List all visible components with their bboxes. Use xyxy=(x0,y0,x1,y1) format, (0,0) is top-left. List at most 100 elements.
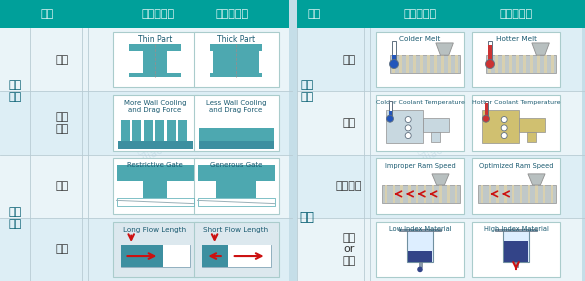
Bar xyxy=(216,181,256,198)
Bar xyxy=(424,185,426,203)
Bar xyxy=(382,185,460,203)
Bar xyxy=(413,55,416,73)
Bar xyxy=(519,185,522,203)
Text: 模温: 模温 xyxy=(342,118,356,128)
Bar xyxy=(155,119,164,141)
Text: 注塑压力高: 注塑压力高 xyxy=(142,9,174,19)
Bar xyxy=(112,221,198,277)
Bar xyxy=(297,155,582,218)
Bar xyxy=(535,185,538,203)
Bar xyxy=(121,119,129,141)
Bar xyxy=(178,119,187,141)
Polygon shape xyxy=(436,43,453,55)
Bar xyxy=(495,55,498,73)
Polygon shape xyxy=(528,174,545,185)
Bar xyxy=(434,55,436,73)
Circle shape xyxy=(501,117,507,123)
Circle shape xyxy=(417,267,423,272)
Bar xyxy=(201,245,270,267)
Bar xyxy=(527,132,536,142)
Text: and Drag Force: and Drag Force xyxy=(209,107,263,113)
Bar xyxy=(544,55,547,73)
Bar xyxy=(116,198,194,206)
Circle shape xyxy=(486,60,494,69)
Text: 因素: 因素 xyxy=(40,9,54,19)
Bar xyxy=(143,119,153,141)
Bar xyxy=(121,245,190,267)
Bar xyxy=(488,55,491,73)
Bar xyxy=(431,132,440,142)
Text: 表面
结构: 表面 结构 xyxy=(56,112,68,134)
Bar xyxy=(484,101,487,116)
Bar xyxy=(297,218,582,281)
Bar xyxy=(510,55,512,73)
Bar xyxy=(407,230,433,262)
Text: Long Flow Length: Long Flow Length xyxy=(123,226,187,233)
Bar xyxy=(481,185,483,203)
Bar xyxy=(482,110,519,143)
Text: 尺寸: 尺寸 xyxy=(56,181,68,191)
Bar xyxy=(0,218,292,281)
Bar xyxy=(194,32,278,87)
Bar xyxy=(416,185,418,203)
Text: 产品
设计: 产品 设计 xyxy=(8,80,22,102)
Polygon shape xyxy=(532,43,549,55)
Text: Optimized Ram Speed: Optimized Ram Speed xyxy=(479,163,553,169)
Text: 浆口
设计: 浆口 设计 xyxy=(8,207,22,228)
Text: Less Wall Cooling: Less Wall Cooling xyxy=(206,100,266,106)
Bar xyxy=(198,198,274,206)
Text: 螺杆转速: 螺杆转速 xyxy=(336,181,362,191)
Bar xyxy=(198,128,274,141)
Bar xyxy=(503,230,529,262)
Text: 料温: 料温 xyxy=(342,55,356,65)
Bar xyxy=(503,55,505,73)
Bar xyxy=(537,55,540,73)
Bar xyxy=(0,28,292,91)
Polygon shape xyxy=(209,73,262,78)
Polygon shape xyxy=(129,73,181,78)
Bar xyxy=(543,185,545,203)
Text: 新材料城
xincailiao.com: 新材料城 xincailiao.com xyxy=(112,123,188,177)
Bar xyxy=(455,185,457,203)
Bar xyxy=(392,55,396,60)
Bar xyxy=(388,101,391,116)
Bar xyxy=(517,55,519,73)
Bar xyxy=(386,110,423,143)
Bar xyxy=(472,221,560,277)
Bar xyxy=(112,95,198,151)
Text: Hotter Melt: Hotter Melt xyxy=(495,36,536,42)
Bar xyxy=(297,0,585,28)
Text: 注塑压力低: 注塑压力低 xyxy=(215,9,249,19)
Text: Colder Melt: Colder Melt xyxy=(400,36,441,42)
Bar xyxy=(0,0,292,28)
Text: 因素: 因素 xyxy=(307,9,321,19)
Text: More Wall Cooling: More Wall Cooling xyxy=(124,100,186,106)
Polygon shape xyxy=(129,44,181,51)
Bar xyxy=(488,185,491,203)
Bar xyxy=(132,119,141,141)
Bar xyxy=(519,118,545,132)
Text: 材料: 材料 xyxy=(300,211,315,224)
Bar xyxy=(198,141,274,149)
Polygon shape xyxy=(212,51,259,73)
Bar xyxy=(551,55,553,73)
Bar xyxy=(472,158,560,214)
Circle shape xyxy=(483,115,490,122)
Bar xyxy=(495,229,537,232)
Bar xyxy=(455,55,457,73)
Bar xyxy=(376,32,464,87)
Text: High Index Material: High Index Material xyxy=(484,226,549,232)
Circle shape xyxy=(390,60,398,69)
Text: Thick Part: Thick Part xyxy=(217,35,255,44)
Text: 熊指
or
粘度: 熊指 or 粘度 xyxy=(342,233,356,266)
Bar xyxy=(512,185,514,203)
Bar xyxy=(496,185,498,203)
Bar xyxy=(194,158,278,214)
Bar xyxy=(289,0,297,281)
Text: Thin Part: Thin Part xyxy=(138,35,172,44)
Text: Short Flow Length: Short Flow Length xyxy=(204,226,269,233)
Bar xyxy=(385,185,387,203)
Bar xyxy=(0,155,292,218)
Bar xyxy=(400,185,402,203)
Bar xyxy=(427,55,430,73)
